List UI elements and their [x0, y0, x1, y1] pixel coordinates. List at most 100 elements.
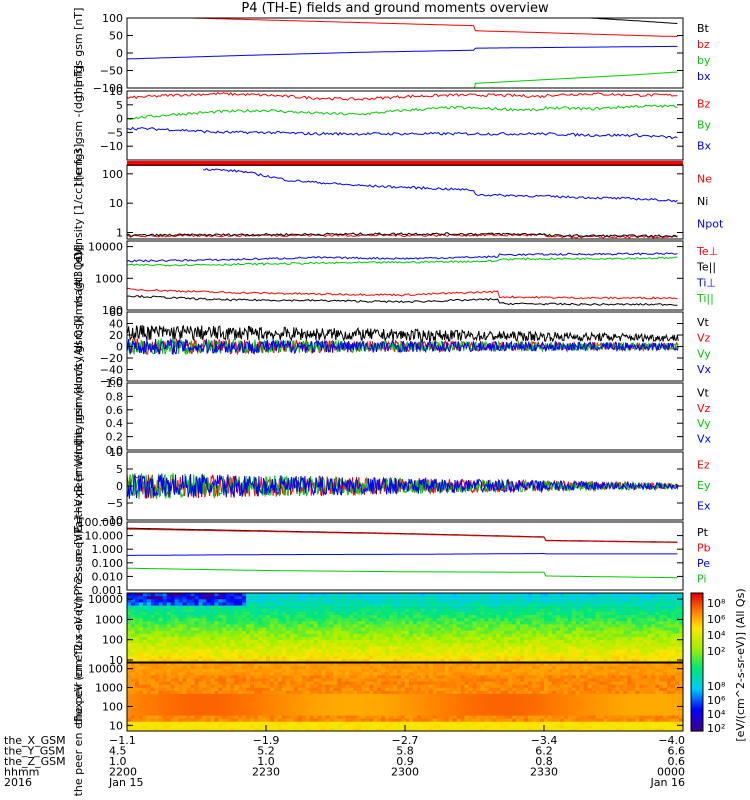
heatmap-cell — [369, 627, 374, 632]
heatmap-cell — [365, 666, 370, 670]
heatmap-cell — [214, 703, 219, 707]
heatmap-cell — [202, 724, 208, 729]
heatmap-cell — [170, 618, 176, 622]
heatmap-cell — [389, 630, 394, 635]
heatmap-cell — [460, 621, 466, 625]
heatmap-cell — [309, 614, 315, 619]
heatmap-cell — [420, 672, 426, 676]
heatmap-cell — [301, 655, 307, 660]
heatmap-cell — [468, 649, 474, 654]
heatmap-cell — [424, 706, 430, 710]
heatmap-cell — [178, 709, 184, 714]
heatmap-cell — [631, 636, 636, 641]
heatmap-cell — [361, 721, 366, 726]
heatmap-cell — [583, 611, 589, 616]
heatmap-cell — [166, 655, 172, 660]
heatmap-cell — [464, 611, 470, 616]
heatmap-cell — [412, 724, 418, 729]
heatmap-cell — [226, 703, 231, 707]
heatmap-cell — [166, 640, 172, 644]
heatmap-cell — [480, 649, 486, 654]
heatmap-cell — [178, 724, 184, 729]
heatmap-cell — [266, 709, 271, 714]
heatmap-cell — [401, 697, 406, 701]
heatmap-cell — [127, 630, 132, 635]
heatmap-cell — [385, 718, 390, 723]
heatmap-cell — [484, 636, 489, 641]
heatmap-cell — [297, 621, 303, 625]
heatmap-cell — [353, 693, 358, 698]
heatmap-cell — [623, 614, 628, 619]
heatmap-cell — [230, 646, 235, 651]
heatmap-cell — [150, 633, 156, 638]
heatmap-cell — [214, 649, 219, 654]
heatmap-cell — [436, 655, 442, 660]
heatmap-cell — [377, 636, 382, 641]
series-line-Ex — [127, 473, 679, 499]
heatmap-cell — [146, 640, 152, 644]
heatmap-cell — [675, 602, 680, 607]
heatmap-cell — [353, 724, 358, 729]
heatmap-cell — [210, 666, 215, 670]
heatmap-cell — [377, 687, 382, 692]
heatmap-cell — [313, 681, 319, 686]
heatmap-cell — [456, 627, 462, 632]
heatmap-cell — [250, 718, 255, 723]
heatmap-cell — [277, 596, 283, 600]
heatmap-cell — [194, 715, 200, 720]
heatmap-cell — [408, 655, 414, 660]
heatmap-cell — [349, 672, 354, 676]
heatmap-cell — [325, 630, 331, 635]
heatmap-cell — [373, 663, 378, 667]
heatmap-cell — [377, 658, 382, 662]
heatmap-cell — [297, 690, 303, 695]
heatmap-cell — [583, 593, 589, 597]
heatmap-cell — [412, 703, 418, 707]
heatmap-cell — [428, 678, 434, 683]
heatmap-cell — [254, 649, 259, 654]
legend-label: Vx — [697, 363, 712, 376]
heatmap-cell — [127, 621, 132, 625]
heatmap-cell — [127, 666, 132, 670]
heatmap-cell — [337, 655, 343, 660]
y-tick-label: 1.0 — [106, 377, 124, 390]
heatmap-cell — [230, 621, 235, 625]
heatmap-cell — [420, 596, 426, 600]
heatmap-cell — [250, 663, 255, 667]
heatmap-cell — [130, 658, 136, 662]
heatmap-cell — [460, 627, 466, 632]
heatmap-cell — [428, 715, 434, 720]
heatmap-cell — [508, 614, 513, 619]
heatmap-cell — [166, 649, 172, 654]
heatmap-cell — [154, 715, 160, 720]
heatmap-cell — [254, 715, 259, 720]
heatmap-cell — [317, 712, 323, 717]
heatmap-cell — [309, 649, 315, 654]
heatmap-cell — [667, 618, 672, 622]
heatmap-cell — [341, 715, 347, 720]
heatmap-cell — [349, 593, 354, 597]
heatmap-cell — [655, 599, 660, 604]
heatmap-cell — [206, 614, 211, 619]
heatmap-cell — [166, 633, 172, 638]
heatmap-cell — [353, 649, 358, 654]
heatmap-cell — [321, 681, 327, 686]
heatmap-cell — [639, 630, 644, 635]
heatmap-cell — [536, 614, 541, 619]
heatmap-cell — [297, 684, 303, 689]
heatmap-cell — [250, 596, 255, 600]
heatmap-cell — [484, 608, 489, 613]
heatmap-cell — [420, 684, 426, 689]
heatmap-cell — [130, 611, 136, 616]
heatmap-cell — [373, 709, 378, 714]
heatmap-cell — [214, 715, 219, 720]
heatmap-cell — [420, 655, 426, 660]
heatmap-cell — [428, 658, 434, 662]
heatmap-cell — [353, 715, 358, 720]
heatmap-cell — [540, 658, 545, 662]
heatmap-cell — [333, 724, 339, 729]
heatmap-cell — [142, 687, 148, 692]
heatmap-cell — [142, 655, 148, 660]
